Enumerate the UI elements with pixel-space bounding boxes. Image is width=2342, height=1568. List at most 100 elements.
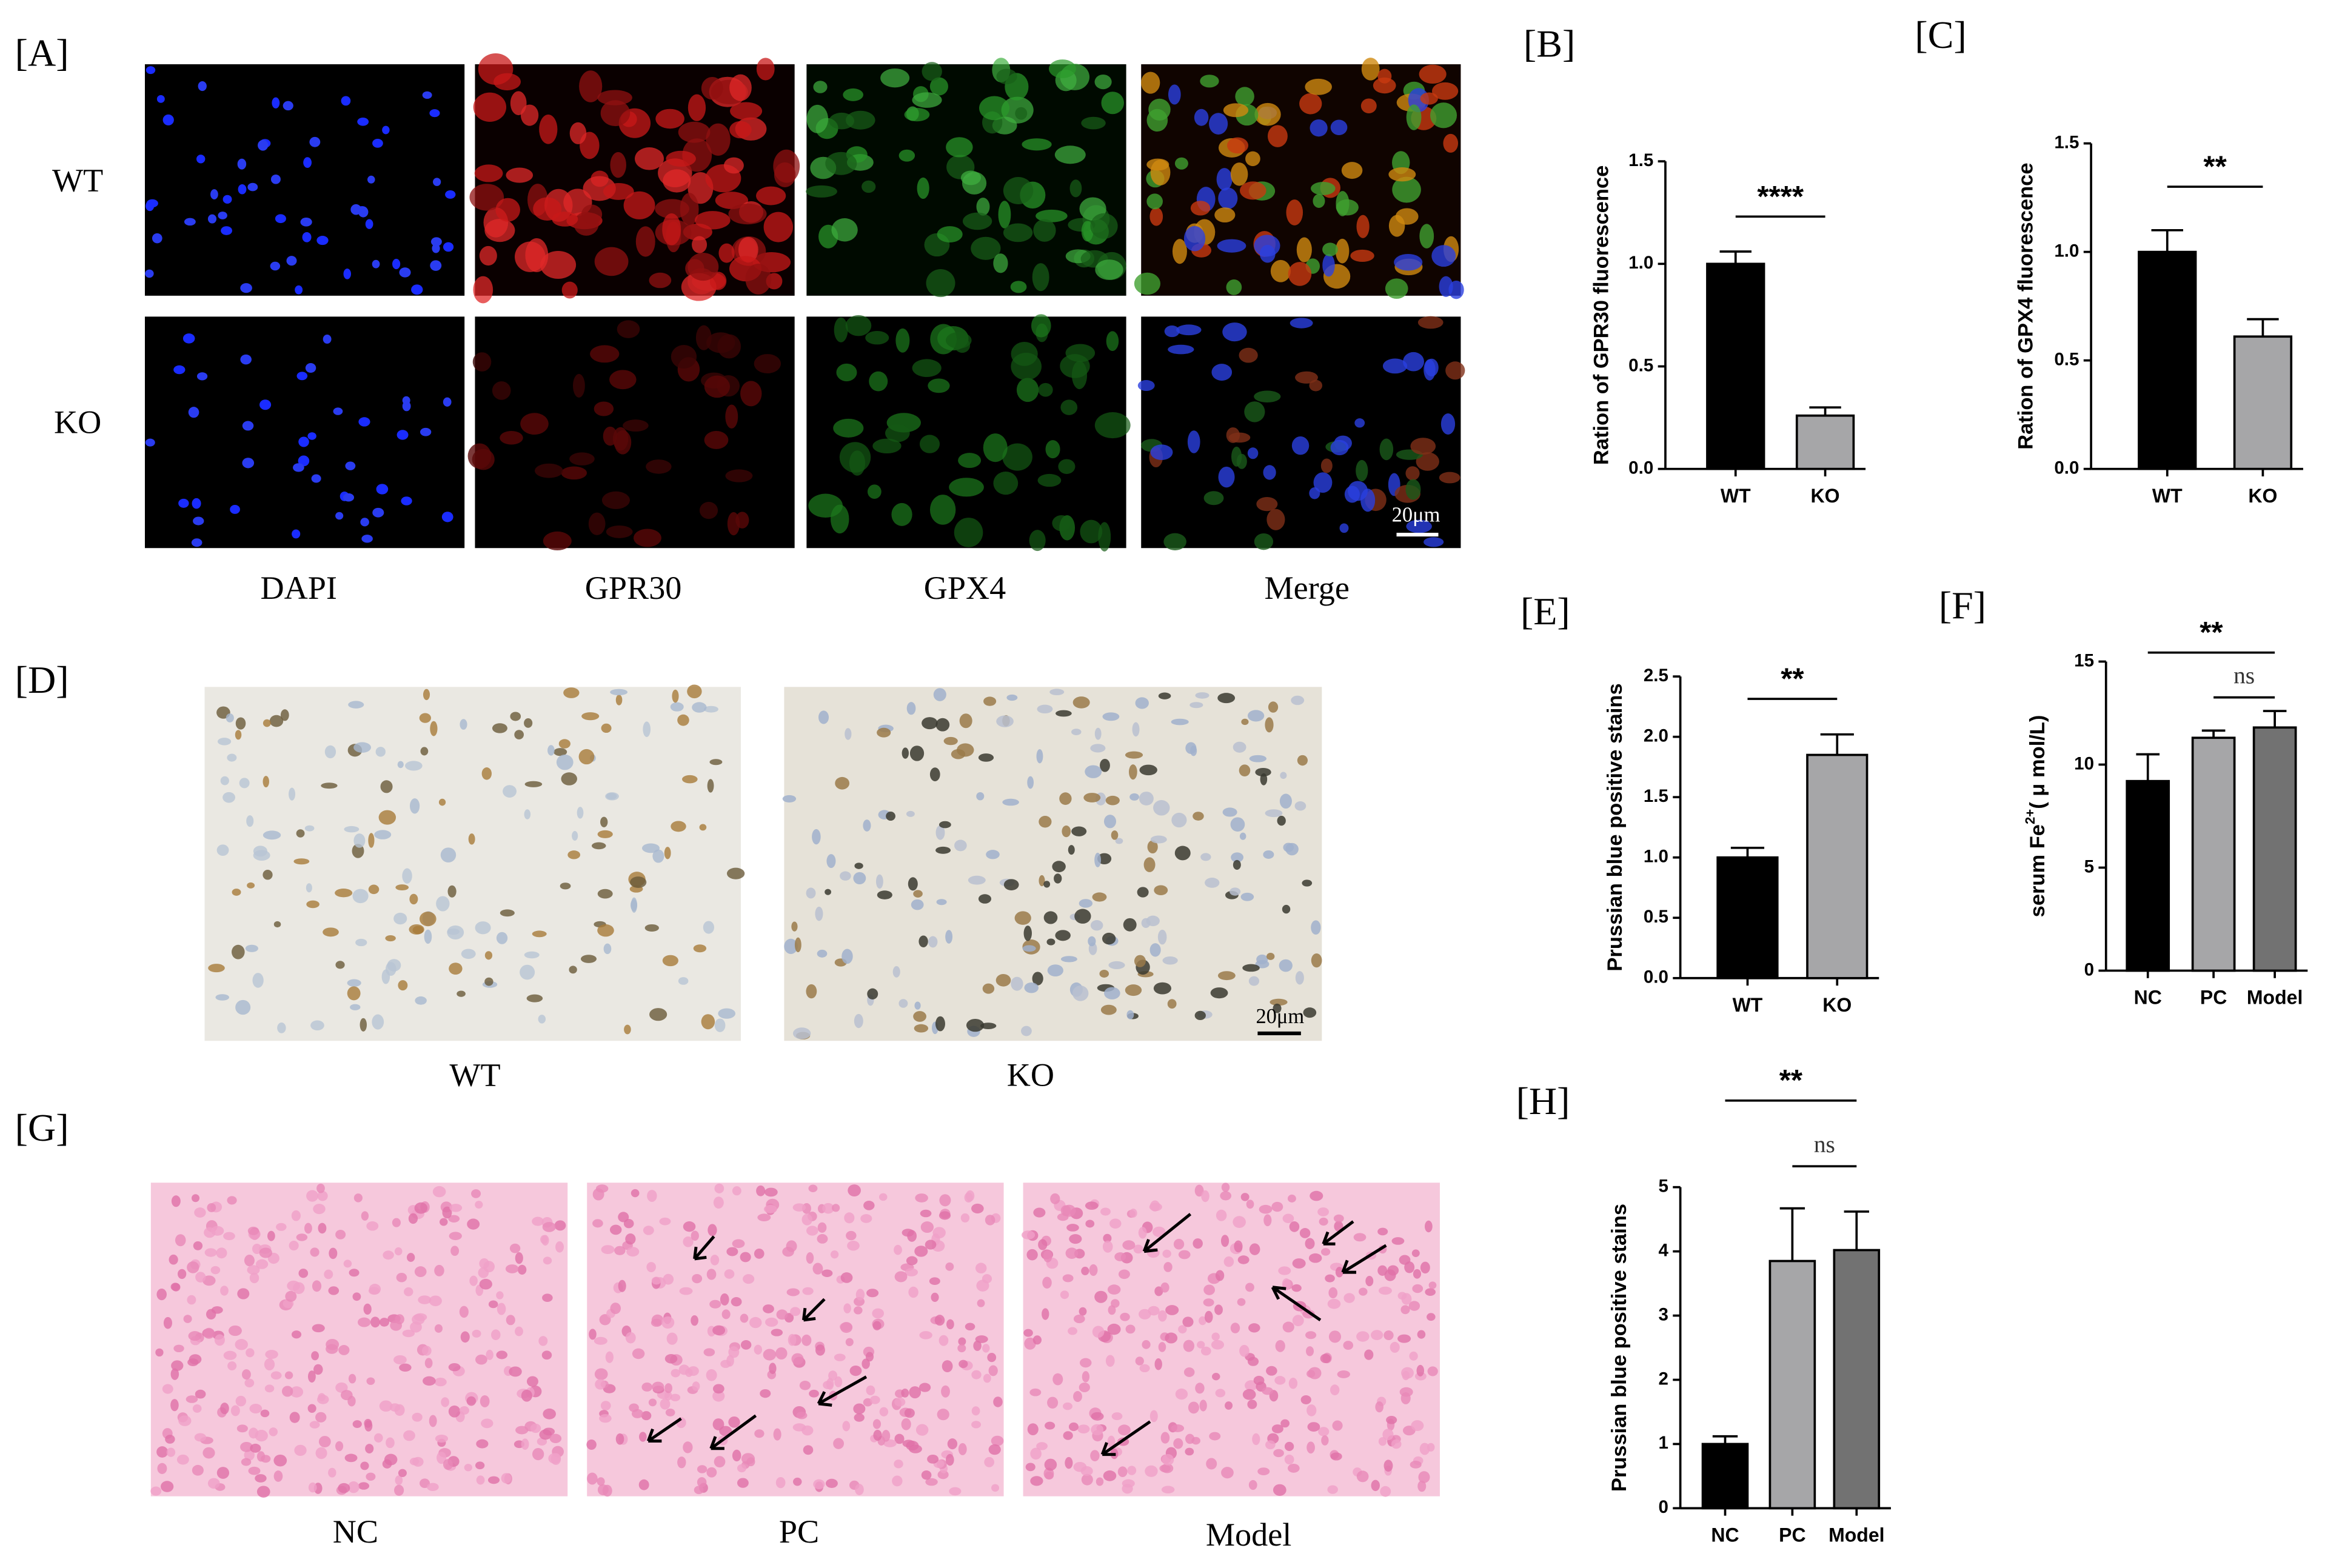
cell (652, 1381, 664, 1392)
cell (905, 1268, 918, 1276)
cell (440, 1218, 448, 1226)
cell (193, 1241, 203, 1250)
cell (1391, 1237, 1405, 1245)
cell (252, 1244, 262, 1254)
cell (630, 899, 638, 912)
cell (196, 155, 206, 164)
cell (1043, 911, 1058, 924)
cell (156, 1446, 169, 1458)
cell (1419, 64, 1447, 84)
cell (409, 1458, 420, 1466)
cell (479, 245, 497, 266)
cell (475, 1461, 485, 1470)
cell (1404, 1261, 1415, 1273)
cell (677, 714, 689, 726)
cell (977, 1299, 985, 1307)
column-label: Merge (1264, 570, 1349, 606)
cell (558, 739, 570, 749)
cell (708, 1224, 717, 1236)
cell (913, 890, 923, 898)
cell (1054, 873, 1062, 884)
cell (473, 92, 507, 122)
cell (594, 1368, 608, 1380)
cell (422, 1346, 432, 1356)
cell (1286, 199, 1303, 225)
cell (971, 1370, 982, 1380)
cell (1431, 245, 1456, 267)
cell (526, 994, 543, 1003)
cell (1291, 695, 1305, 706)
y-tick-label: 0 (1658, 1497, 1668, 1517)
cell (524, 718, 533, 728)
cell (363, 1303, 372, 1315)
cell (1325, 1274, 1335, 1283)
cell (1043, 881, 1051, 888)
cell (1290, 318, 1313, 329)
cell (242, 458, 255, 469)
cell (386, 1437, 395, 1449)
cell (495, 198, 520, 222)
cell (867, 988, 878, 999)
micrograph (144, 316, 465, 549)
cell (894, 1271, 908, 1283)
cell (1174, 157, 1188, 170)
cell (1165, 1332, 1178, 1344)
cell (1062, 825, 1071, 838)
cell (1126, 1010, 1134, 1019)
cell (308, 1482, 317, 1493)
cell (1158, 692, 1171, 699)
cell (671, 345, 697, 369)
cell (1216, 1209, 1227, 1221)
cell (979, 96, 1010, 121)
cell (1377, 1227, 1388, 1236)
cell (1118, 1269, 1130, 1279)
cell (965, 1323, 975, 1331)
cell (679, 1287, 693, 1295)
cell (1094, 727, 1102, 740)
cell (946, 137, 973, 158)
cell (561, 466, 587, 480)
cell (936, 899, 947, 906)
cell (1193, 812, 1204, 821)
cell (1339, 523, 1349, 533)
bar (1701, 1443, 1749, 1510)
cell (1047, 964, 1063, 977)
cell (706, 332, 735, 353)
cell (196, 372, 208, 381)
y-tick-label: 2.0 (1644, 726, 1668, 746)
cell (1425, 1288, 1436, 1296)
cell (577, 807, 584, 819)
cell (1108, 1305, 1116, 1315)
cell (664, 847, 671, 859)
cell (983, 1373, 991, 1383)
cell (264, 1384, 275, 1393)
cell (1327, 1298, 1341, 1309)
cell (1239, 347, 1258, 363)
cell (610, 689, 628, 696)
cell (1305, 1238, 1315, 1250)
cell (252, 973, 264, 988)
cell (569, 122, 587, 144)
cell (1330, 1384, 1340, 1396)
cell (1308, 1253, 1322, 1263)
cell (1102, 932, 1116, 945)
cell (962, 172, 987, 195)
x-tick-label: WT (2152, 485, 2183, 507)
cell (402, 868, 412, 884)
cell (493, 73, 521, 91)
cell (1077, 1424, 1090, 1434)
y-axis-label-part: serum Fe (2026, 824, 2049, 917)
cell (793, 1477, 802, 1486)
cell (912, 359, 942, 378)
cell (1194, 1010, 1206, 1021)
cell (754, 1344, 763, 1355)
cell (1247, 1356, 1259, 1366)
cell (662, 955, 678, 967)
cell (306, 900, 320, 909)
cell (1003, 223, 1033, 242)
cell (287, 1280, 300, 1291)
cell (178, 498, 189, 508)
cell (277, 1023, 286, 1033)
cell (434, 1324, 443, 1333)
cell (945, 930, 953, 944)
